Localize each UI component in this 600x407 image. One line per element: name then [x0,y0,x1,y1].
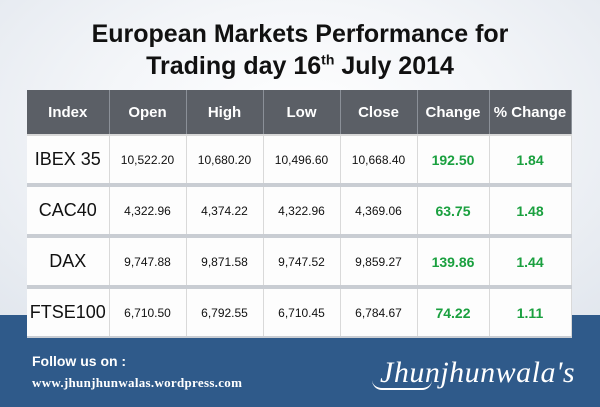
title-line-2-text: Trading day 16 [146,52,322,80]
table-header-row: Index Open High Low Close Change % Chang… [27,90,572,136]
cell-index: FTSE100 [27,287,110,338]
cell-change: 74.22 [417,287,490,338]
table-row: IBEX 35 10,522.20 10,680.20 10,496.60 10… [27,135,572,187]
cell-high: 10,680.20 [186,135,264,187]
cell-index: CAC40 [27,185,110,238]
cell-open: 10,522.20 [109,135,187,187]
table-row: DAX 9,747.88 9,871.58 9,747.52 9,859.27 … [27,236,572,289]
title-line-2: Trading day 16th July 2014 [0,50,600,82]
blog-url-link[interactable]: www.jhunjhunwalas.wordpress.com [32,375,243,390]
brand-swash [372,380,432,390]
header-high: High [186,90,264,136]
cell-low: 6,710.45 [263,287,341,338]
markets-table: Index Open High Low Close Change % Chang… [27,90,572,338]
header-index: Index [27,90,110,136]
header-open: Open [109,90,187,136]
cell-change: 192.50 [417,135,490,187]
cell-pct-change: 1.44 [489,236,572,289]
table-row: CAC40 4,322.96 4,374.22 4,322.96 4,369.0… [27,185,572,238]
cell-high: 9,871.58 [186,236,264,289]
title-line-2-date: July 2014 [334,52,454,80]
header-close: Close [340,90,418,136]
cell-open: 4,322.96 [109,185,187,238]
cell-change: 139.86 [417,236,490,289]
cell-close: 9,859.27 [340,236,418,289]
cell-pct-change: 1.84 [489,135,572,187]
cell-low: 4,322.96 [263,185,341,238]
cell-index: IBEX 35 [27,135,110,187]
cell-low: 9,747.52 [263,236,341,289]
follow-us-label: Follow us on : [32,353,127,369]
header-pct-change: % Change [489,90,572,136]
cell-change: 63.75 [417,185,490,238]
cell-high: 6,792.55 [186,287,264,338]
cell-pct-change: 1.48 [489,185,572,238]
cell-open: 6,710.50 [109,287,187,338]
cell-low: 10,496.60 [263,135,341,187]
page-title: European Markets Performance for Trading… [0,18,600,82]
cell-close: 10,668.40 [340,135,418,187]
header-change: Change [417,90,490,136]
cell-close: 4,369.06 [340,185,418,238]
title-line-1: European Markets Performance for [91,20,509,48]
cell-index: DAX [27,236,110,289]
cell-open: 9,747.88 [109,236,187,289]
title-superscript: th [321,51,335,68]
header-low: Low [263,90,341,136]
table-row: FTSE100 6,710.50 6,792.55 6,710.45 6,784… [27,287,572,338]
cell-pct-change: 1.11 [489,287,572,338]
cell-close: 6,784.67 [340,287,418,338]
cell-high: 4,374.22 [186,185,264,238]
